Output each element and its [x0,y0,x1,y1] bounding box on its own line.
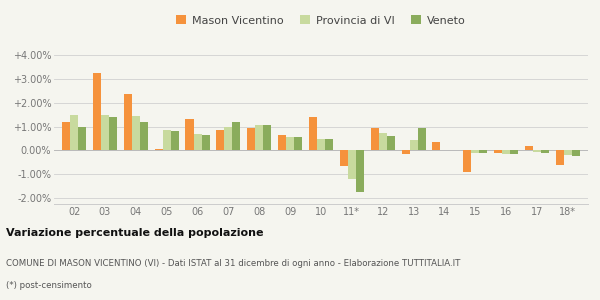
Bar [202,135,209,150]
Bar [286,137,294,150]
Bar [472,150,479,153]
Bar [510,150,518,154]
Bar [356,150,364,192]
Bar [255,125,263,150]
Bar [232,122,241,150]
Bar [185,119,194,150]
Bar [494,150,502,153]
Bar [317,139,325,150]
Bar [140,122,148,150]
Bar [418,128,425,150]
Bar [556,150,564,165]
Bar [379,133,387,150]
Bar [387,136,395,150]
Bar [348,150,356,179]
Bar [572,150,580,156]
Bar [163,130,170,150]
Legend: Mason Vicentino, Provincia di VI, Veneto: Mason Vicentino, Provincia di VI, Veneto [172,11,470,30]
Bar [278,135,286,150]
Bar [433,142,440,150]
Bar [410,140,418,150]
Bar [224,127,232,150]
Bar [479,150,487,153]
Text: COMUNE DI MASON VICENTINO (VI) - Dati ISTAT al 31 dicembre di ogni anno - Elabor: COMUNE DI MASON VICENTINO (VI) - Dati IS… [6,259,460,268]
Text: Variazione percentuale della popolazione: Variazione percentuale della popolazione [6,227,263,238]
Bar [371,128,379,150]
Bar [194,134,202,150]
Bar [564,150,572,155]
Bar [263,125,271,150]
Bar [294,137,302,150]
Bar [325,139,333,150]
Bar [533,150,541,152]
Bar [525,146,533,150]
Bar [247,128,255,150]
Bar [109,117,117,150]
Bar [217,130,224,150]
Bar [340,150,348,166]
Text: (*) post-censimento: (*) post-censimento [6,281,92,290]
Bar [155,149,163,150]
Bar [78,127,86,150]
Bar [401,150,410,154]
Bar [463,150,472,172]
Bar [170,131,179,150]
Bar [132,116,140,150]
Bar [62,122,70,150]
Bar [541,150,549,153]
Bar [124,94,132,150]
Bar [70,115,78,150]
Bar [101,115,109,150]
Bar [309,117,317,150]
Bar [93,73,101,150]
Bar [502,150,510,154]
